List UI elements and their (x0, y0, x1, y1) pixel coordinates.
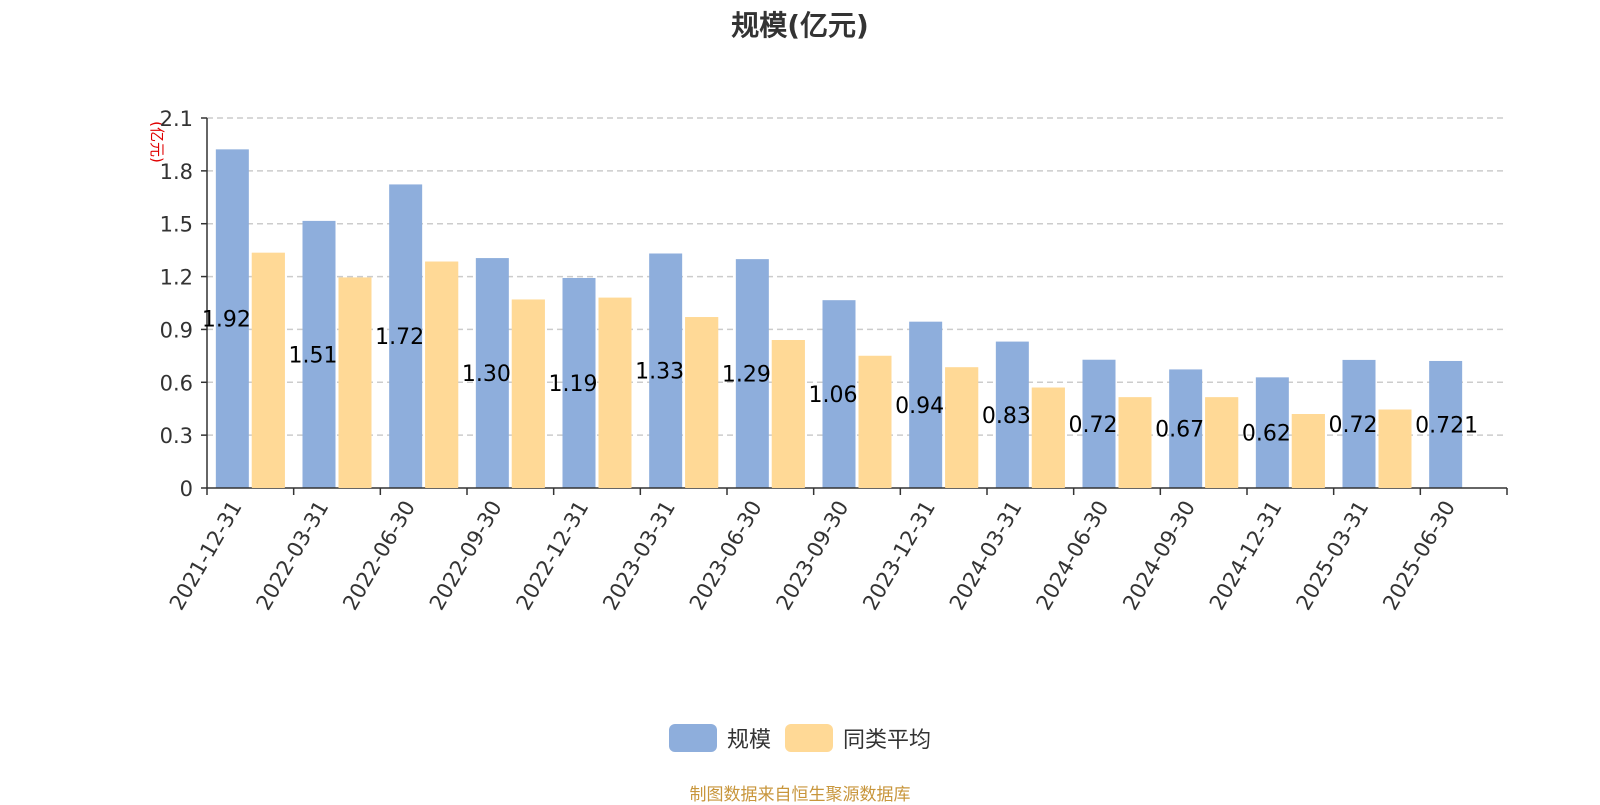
bar-scale[interactable] (215, 149, 249, 488)
bar-peer-average-overlay (251, 252, 285, 488)
x-tick-label: 2022-09-30 (425, 497, 507, 615)
y-tick-label: 0.6 (160, 371, 193, 395)
bar-scale[interactable] (822, 300, 856, 488)
x-tick-label: 2023-03-31 (598, 497, 680, 615)
x-tick-label: 2021-12-31 (165, 497, 247, 615)
data-label-scale: 0.721 (1415, 413, 1478, 438)
y-tick-label: 0.3 (160, 424, 193, 448)
legend-swatch-scale (668, 724, 717, 752)
bar-peer-average-overlay (338, 277, 372, 488)
x-tick-label: 2024-06-30 (1032, 497, 1114, 615)
y-tick-label: 0.9 (160, 318, 193, 342)
legend-item-peer-average[interactable]: 同类平均 (785, 722, 931, 754)
legend-swatch-peer-average (785, 724, 833, 752)
x-tick-label: 2024-03-31 (945, 497, 1027, 615)
y-tick-label: 1.2 (160, 266, 193, 290)
bar-peer-average-overlay (1378, 409, 1412, 488)
y-tick-label: 1.8 (160, 160, 193, 184)
x-tick-label: 2024-09-30 (1118, 497, 1200, 615)
bar-peer-average-overlay (685, 317, 719, 488)
bar-scale[interactable] (909, 321, 943, 488)
bar-peer-average-overlay (598, 297, 632, 488)
bar-scale[interactable] (1082, 359, 1116, 488)
bar-peer-average-overlay (425, 261, 459, 488)
bar-scale[interactable] (302, 220, 336, 488)
legend-label-peer-average: 同类平均 (843, 728, 932, 753)
bar-peer-average-overlay (511, 299, 545, 488)
gridlines (207, 117, 1507, 436)
bar-peer-average-overlay (1118, 397, 1152, 488)
y-tick-label: 0 (180, 477, 193, 501)
bar-peer-average-overlay (945, 367, 979, 488)
bar-peer-average-overlay (1031, 387, 1065, 488)
bar-scale[interactable] (562, 277, 596, 488)
bar-scale[interactable] (1342, 359, 1376, 488)
bar-peer-average-overlay (858, 355, 892, 488)
bar-scale[interactable] (735, 259, 769, 488)
x-tick-label: 2022-03-31 (252, 497, 334, 615)
x-tick-label: 2022-06-30 (338, 497, 420, 615)
legend-item-scale[interactable]: 规模 (668, 722, 771, 754)
x-tick-label: 2024-12-31 (1205, 497, 1287, 615)
y-tick-label: 1.5 (160, 213, 193, 237)
x-tick-label: 2025-06-30 (1378, 497, 1460, 615)
data-source-note: 制图数据来自恒生聚源数据库 (689, 785, 911, 805)
legend-label-scale: 规模 (726, 728, 771, 753)
bar-scale[interactable] (1255, 377, 1289, 488)
bar-peer-average-overlay (771, 340, 805, 488)
bar-scale[interactable] (1429, 360, 1463, 488)
chart-title: 规模(亿元) (731, 9, 869, 42)
y-tick-label: 2.1 (160, 107, 193, 131)
bar-scale[interactable] (649, 253, 683, 488)
bar-scale[interactable] (475, 258, 509, 488)
bar-scale[interactable] (995, 341, 1029, 488)
bar-peer-average-overlay (1291, 414, 1325, 488)
legend: 规模 同类平均 (0, 722, 1600, 754)
x-tick-label: 2022-12-31 (512, 497, 594, 615)
bar-peer-average-overlay (1205, 397, 1239, 488)
x-tick-label: 2023-06-30 (685, 497, 767, 615)
bar-scale[interactable] (389, 184, 423, 488)
x-tick-label: 2025-03-31 (1292, 497, 1374, 615)
y-axis-unit-label: (亿元) (148, 121, 166, 163)
bar-scale[interactable] (1169, 369, 1203, 488)
x-tick-label: 2023-09-30 (772, 497, 854, 615)
x-tick-label: 2023-12-31 (858, 497, 940, 615)
